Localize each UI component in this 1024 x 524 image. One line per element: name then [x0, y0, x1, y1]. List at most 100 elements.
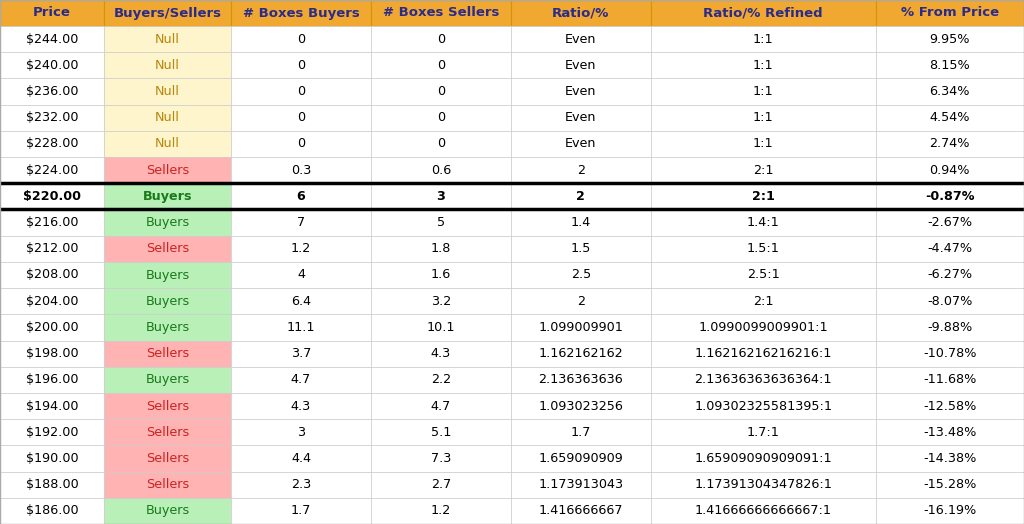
Text: 0: 0: [437, 137, 445, 150]
Bar: [0, 445, 103, 472]
Text: 1.2: 1.2: [291, 242, 311, 255]
Text: 5.1: 5.1: [431, 426, 452, 439]
Text: -15.28%: -15.28%: [923, 478, 977, 491]
Text: $188.00: $188.00: [26, 478, 78, 491]
Bar: [876, 262, 1024, 288]
Bar: [231, 183, 371, 210]
Text: 7: 7: [297, 216, 305, 229]
Bar: [103, 210, 231, 236]
Text: 0: 0: [297, 137, 305, 150]
Bar: [0, 341, 103, 367]
Bar: [231, 472, 371, 498]
Bar: [0, 236, 103, 262]
Text: Sellers: Sellers: [145, 452, 189, 465]
Text: -11.68%: -11.68%: [923, 373, 977, 386]
Bar: [103, 157, 231, 183]
Text: 11.1: 11.1: [287, 321, 315, 334]
Text: 1:1: 1:1: [753, 59, 773, 72]
Bar: [231, 445, 371, 472]
Bar: [103, 131, 231, 157]
Text: -13.48%: -13.48%: [923, 426, 977, 439]
Bar: [651, 236, 876, 262]
Text: $196.00: $196.00: [26, 373, 78, 386]
Bar: [0, 79, 103, 105]
Text: $228.00: $228.00: [26, 137, 78, 150]
Bar: [103, 314, 231, 341]
Text: Price: Price: [33, 6, 71, 19]
Bar: [371, 498, 511, 524]
Text: 2:1: 2:1: [752, 190, 775, 203]
Text: 1.6: 1.6: [431, 268, 452, 281]
Text: Null: Null: [155, 59, 180, 72]
Text: $232.00: $232.00: [26, 111, 78, 124]
Bar: [511, 314, 651, 341]
Text: -6.27%: -6.27%: [928, 268, 973, 281]
Text: 1.09302325581395:1: 1.09302325581395:1: [694, 400, 833, 412]
Bar: [0, 367, 103, 393]
Bar: [651, 79, 876, 105]
Bar: [0, 262, 103, 288]
Text: Sellers: Sellers: [145, 347, 189, 360]
Text: 0: 0: [437, 59, 445, 72]
Text: 1.0990099009901:1: 1.0990099009901:1: [698, 321, 828, 334]
Bar: [876, 472, 1024, 498]
Bar: [511, 262, 651, 288]
Bar: [511, 341, 651, 367]
Text: 8.15%: 8.15%: [930, 59, 970, 72]
Text: 1.8: 1.8: [431, 242, 452, 255]
Text: Buyers: Buyers: [145, 216, 189, 229]
Bar: [371, 0, 511, 26]
Text: $194.00: $194.00: [26, 400, 78, 412]
Text: 1.4:1: 1.4:1: [746, 216, 779, 229]
Bar: [0, 105, 103, 131]
Text: 2:1: 2:1: [753, 294, 773, 308]
Text: Null: Null: [155, 85, 180, 98]
Text: 1.16216216216216:1: 1.16216216216216:1: [694, 347, 831, 360]
Bar: [876, 0, 1024, 26]
Text: -4.47%: -4.47%: [928, 242, 973, 255]
Bar: [231, 0, 371, 26]
Bar: [651, 498, 876, 524]
Bar: [0, 393, 103, 419]
Text: Buyers: Buyers: [145, 321, 189, 334]
Text: Ratio/%: Ratio/%: [552, 6, 609, 19]
Text: $192.00: $192.00: [26, 426, 78, 439]
Text: 4.3: 4.3: [291, 400, 311, 412]
Bar: [651, 314, 876, 341]
Bar: [231, 341, 371, 367]
Bar: [511, 183, 651, 210]
Text: Sellers: Sellers: [145, 163, 189, 177]
Text: 1.093023256: 1.093023256: [539, 400, 624, 412]
Bar: [651, 367, 876, 393]
Bar: [511, 79, 651, 105]
Bar: [511, 131, 651, 157]
Text: Sellers: Sellers: [145, 400, 189, 412]
Bar: [103, 183, 231, 210]
Bar: [103, 236, 231, 262]
Bar: [651, 210, 876, 236]
Text: 0.6: 0.6: [431, 163, 452, 177]
Bar: [0, 210, 103, 236]
Bar: [371, 183, 511, 210]
Text: 2.2: 2.2: [431, 373, 451, 386]
Text: 1.41666666666667:1: 1.41666666666667:1: [694, 505, 831, 517]
Text: Even: Even: [565, 32, 597, 46]
Text: 2: 2: [577, 163, 585, 177]
Bar: [876, 498, 1024, 524]
Text: -0.87%: -0.87%: [925, 190, 975, 203]
Bar: [511, 393, 651, 419]
Text: 3.7: 3.7: [291, 347, 311, 360]
Text: 4.4: 4.4: [291, 452, 311, 465]
Text: 2:1: 2:1: [753, 163, 773, 177]
Text: 3: 3: [297, 426, 305, 439]
Bar: [651, 472, 876, 498]
Bar: [511, 105, 651, 131]
Bar: [876, 367, 1024, 393]
Bar: [651, 157, 876, 183]
Bar: [511, 419, 651, 445]
Bar: [231, 367, 371, 393]
Bar: [103, 262, 231, 288]
Text: Sellers: Sellers: [145, 478, 189, 491]
Bar: [876, 236, 1024, 262]
Text: 6.34%: 6.34%: [930, 85, 970, 98]
